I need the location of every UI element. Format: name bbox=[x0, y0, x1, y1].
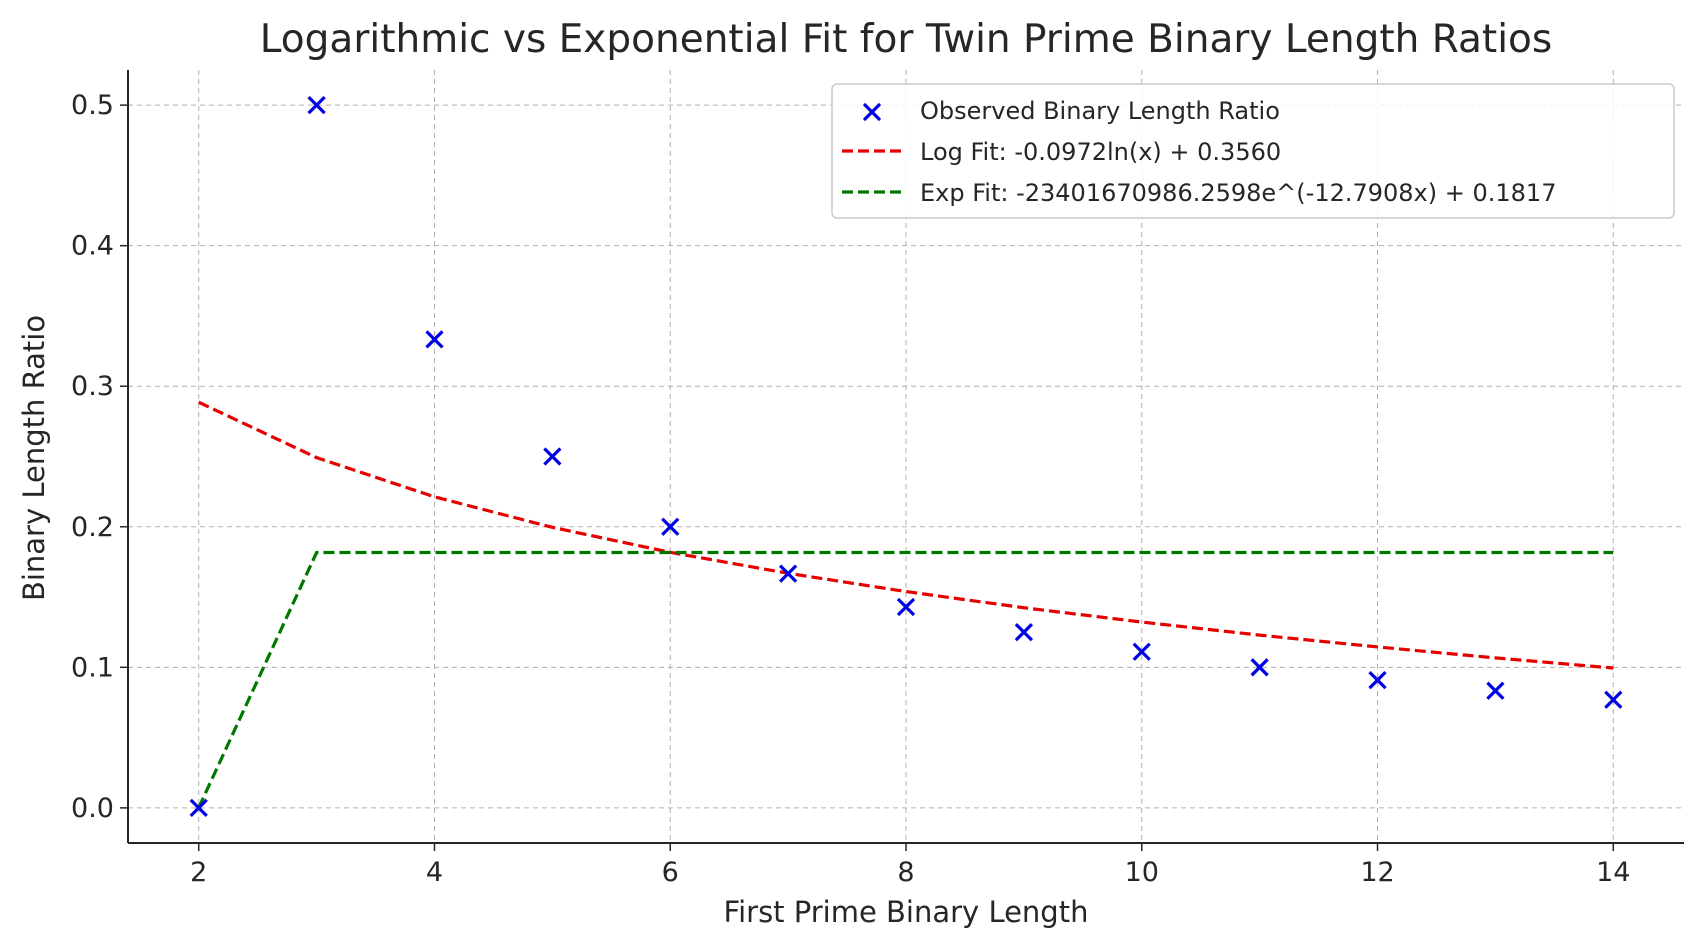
x-tick-label: 4 bbox=[426, 857, 443, 888]
scatter-point bbox=[1604, 690, 1623, 709]
series-line-1 bbox=[198, 400, 1614, 670]
y-tick-label: 0.1 bbox=[71, 652, 114, 683]
legend-entry: Log Fit: -0.0972ln(x) + 0.3560 bbox=[842, 138, 1281, 166]
x-tick-label: 14 bbox=[1596, 857, 1630, 888]
y-tick-label: 0.0 bbox=[71, 793, 114, 824]
x-tick-label: 8 bbox=[897, 857, 914, 888]
y-tick-label: 0.3 bbox=[71, 371, 114, 402]
x-tick-label: 10 bbox=[1125, 857, 1159, 888]
scatter-point bbox=[425, 330, 444, 349]
legend-entry: Observed Binary Length Ratio bbox=[862, 97, 1280, 125]
scatter-point bbox=[1014, 623, 1034, 642]
scatter-point bbox=[1132, 642, 1151, 661]
scatter-point bbox=[1250, 658, 1269, 677]
y-axis-label: Binary Length Ratio bbox=[17, 315, 51, 601]
scatter-point bbox=[543, 447, 562, 466]
y-tick-label: 0.5 bbox=[71, 90, 114, 121]
scatter-point bbox=[896, 597, 916, 617]
scatter-point bbox=[778, 564, 798, 583]
chart-title: Logarithmic vs Exponential Fit for Twin … bbox=[260, 17, 1552, 62]
series-line-2 bbox=[197, 550, 1614, 809]
x-axis-label: First Prime Binary Length bbox=[724, 895, 1089, 929]
legend: Observed Binary Length Ratio Log Fit: -0.… bbox=[831, 83, 1675, 219]
legend-label: Observed Binary Length Ratio bbox=[920, 97, 1280, 125]
y-tick-label: 0.4 bbox=[71, 231, 114, 262]
x-tick-label: 2 bbox=[190, 857, 207, 888]
legend-box bbox=[831, 83, 1675, 219]
scatter-point bbox=[189, 798, 208, 817]
scatter-point bbox=[307, 96, 326, 115]
series-layer bbox=[189, 96, 1623, 817]
y-tick-label: 0.2 bbox=[71, 512, 114, 543]
ticks-layer: 2 4 6 8 10 12 14 0.0 0.1 0.2 0.3 0.4 0.5 bbox=[71, 90, 1630, 888]
scatter-point bbox=[661, 517, 680, 536]
legend-marker bbox=[862, 102, 882, 122]
x-tick-label: 12 bbox=[1360, 857, 1394, 888]
scatter-point bbox=[1486, 681, 1505, 700]
x-tick-label: 6 bbox=[662, 857, 679, 888]
legend-label: Log Fit: -0.0972ln(x) + 0.3560 bbox=[920, 138, 1281, 166]
legend-entry: Exp Fit: -23401670986.2598e^(-12.7908x) … bbox=[842, 179, 1556, 207]
scatter-point bbox=[1368, 670, 1387, 690]
legend-label: Exp Fit: -23401670986.2598e^(-12.7908x) … bbox=[920, 179, 1556, 207]
